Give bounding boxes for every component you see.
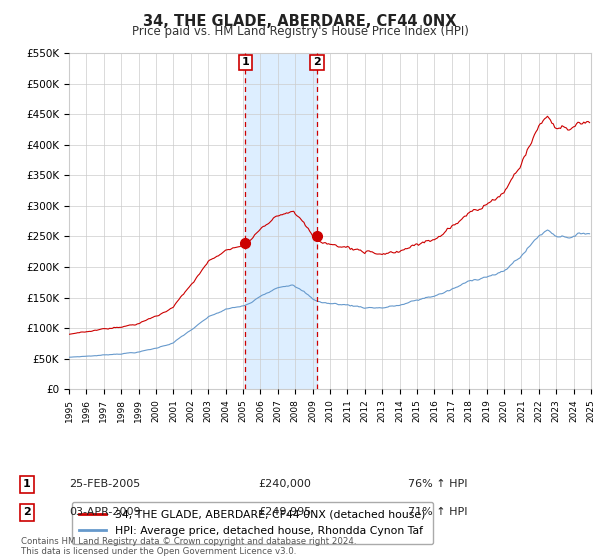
Text: Price paid vs. HM Land Registry's House Price Index (HPI): Price paid vs. HM Land Registry's House …: [131, 25, 469, 38]
Text: Contains HM Land Registry data © Crown copyright and database right 2024.: Contains HM Land Registry data © Crown c…: [21, 537, 356, 546]
Text: 25-FEB-2005: 25-FEB-2005: [69, 479, 140, 489]
Text: £240,000: £240,000: [258, 479, 311, 489]
Legend: 34, THE GLADE, ABERDARE, CF44 0NX (detached house), HPI: Average price, detached: 34, THE GLADE, ABERDARE, CF44 0NX (detac…: [72, 502, 433, 544]
Text: 34, THE GLADE, ABERDARE, CF44 0NX: 34, THE GLADE, ABERDARE, CF44 0NX: [143, 14, 457, 29]
Text: 2: 2: [23, 507, 31, 517]
Bar: [245, 53, 317, 389]
Text: 2: 2: [313, 57, 321, 67]
Text: This data is licensed under the Open Government Licence v3.0.: This data is licensed under the Open Gov…: [21, 547, 296, 556]
Text: 03-APR-2009: 03-APR-2009: [69, 507, 140, 517]
Text: 76% ↑ HPI: 76% ↑ HPI: [408, 479, 467, 489]
Text: £249,995: £249,995: [258, 507, 311, 517]
Text: 1: 1: [241, 57, 249, 67]
Text: 1: 1: [23, 479, 31, 489]
Text: 71% ↑ HPI: 71% ↑ HPI: [408, 507, 467, 517]
